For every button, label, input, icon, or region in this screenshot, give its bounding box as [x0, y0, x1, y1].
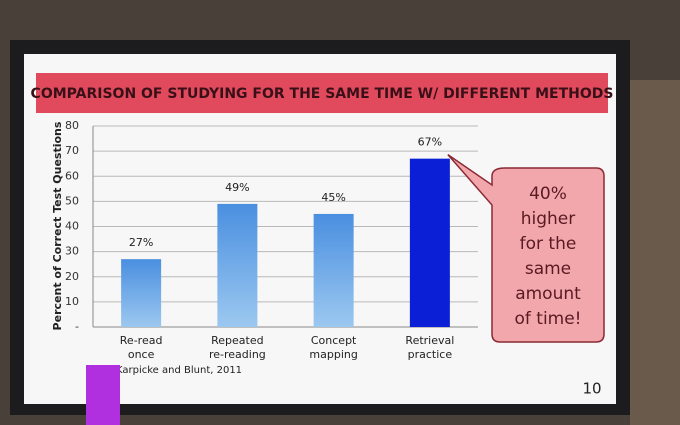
y-tick-label: 20	[65, 270, 79, 283]
wall	[630, 80, 680, 425]
y-tick-label: 60	[65, 169, 79, 182]
y-tick-label: -	[75, 320, 79, 333]
annotation: 40% higher for the same amount of time!	[514, 184, 581, 329]
y-tick-label: 10	[65, 295, 79, 308]
y-tick-label: 70	[65, 144, 79, 157]
annotation-callout	[447, 154, 605, 343]
x-tick-label: Concept mapping	[309, 334, 357, 361]
pencil-decoration	[86, 365, 120, 425]
y-tick-label: 30	[65, 245, 79, 258]
y-tick-label: 80	[65, 119, 79, 132]
x-tick-label: Retrieval practice	[405, 334, 454, 361]
y-tick-label: 50	[65, 194, 79, 207]
value-label: 49%	[225, 181, 249, 194]
value-label: 67%	[418, 136, 442, 149]
bar	[217, 203, 258, 327]
source: Karpicke and Blunt, 2011	[116, 365, 242, 376]
y-axis-label: Percent of Correct Test Questions	[51, 121, 64, 330]
title-banner	[36, 73, 608, 113]
bar	[409, 158, 450, 327]
chart-title: COMPARISON OF STUDYING FOR THE SAME TIME…	[31, 86, 614, 102]
page-number: 10	[582, 380, 601, 398]
value-label: 27%	[129, 236, 153, 249]
x-tick-label: Repeated re-reading	[209, 334, 266, 361]
y-tick-label: 40	[65, 220, 79, 233]
bar	[121, 259, 162, 327]
bar	[313, 213, 354, 327]
x-tick-label: Re-read once	[120, 334, 163, 361]
value-label: 45%	[321, 191, 345, 204]
